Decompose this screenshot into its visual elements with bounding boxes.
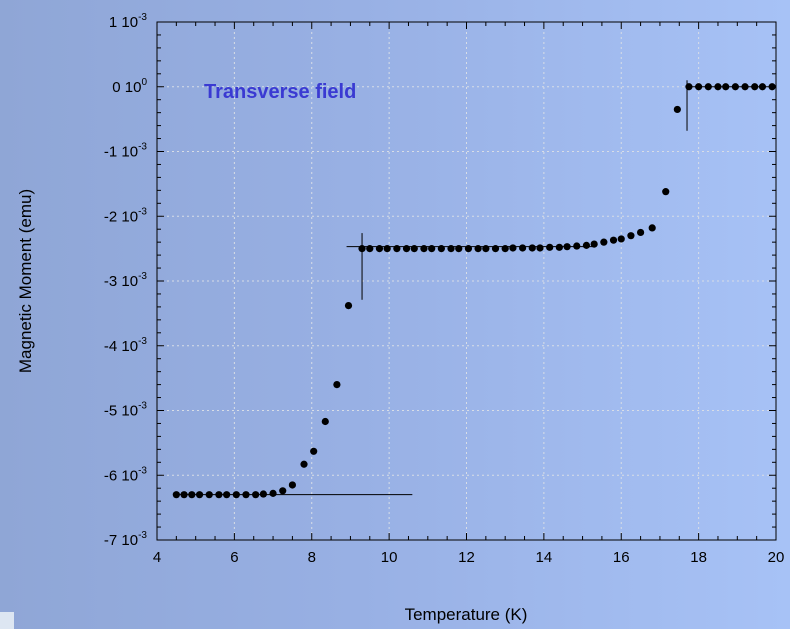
- data-point: [310, 447, 318, 455]
- data-point: [482, 245, 490, 253]
- y-tick-label: -7 10-3: [104, 530, 148, 549]
- data-point: [528, 244, 536, 252]
- data-point: [609, 236, 618, 244]
- reference-lines: [176, 80, 776, 496]
- data-point: [375, 245, 384, 253]
- data-point: [366, 245, 374, 253]
- data-point: [383, 245, 391, 253]
- annotation-transverse-field: Transverse field: [204, 81, 356, 103]
- data-point: [590, 240, 598, 248]
- data-point: [344, 302, 353, 310]
- data-point: [393, 245, 401, 253]
- x-tick-label: 8: [308, 549, 316, 566]
- data-point: [474, 245, 482, 253]
- data-point: [321, 417, 329, 426]
- data-point: [768, 83, 776, 91]
- data-point: [410, 245, 418, 253]
- data-point: [300, 460, 308, 468]
- data-point: [704, 83, 712, 91]
- y-tick-label: -4 10-3: [104, 336, 148, 355]
- data-point: [288, 481, 297, 489]
- data-point: [252, 491, 260, 499]
- data-point: [437, 245, 445, 253]
- data-points: [172, 83, 776, 499]
- data-point: [731, 83, 739, 91]
- data-point: [751, 83, 759, 91]
- data-point: [259, 490, 267, 498]
- data-point: [195, 491, 204, 499]
- y-tick-labels: 1 10-3 0 100 -1 10-3 -2 10-3 -3 10-3 -4 10-3 -…: [104, 12, 148, 549]
- data-point: [573, 242, 581, 250]
- data-point: [215, 491, 223, 499]
- data-point: [685, 83, 693, 91]
- x-tick-label: 20: [768, 549, 785, 566]
- data-point: [582, 241, 591, 249]
- x-tick-label: 12: [458, 549, 475, 566]
- x-tick-labels: 4 6 8 10 12 14 16 18 20: [153, 549, 785, 566]
- axis-ticks: [156, 21, 777, 541]
- data-point: [518, 244, 527, 252]
- data-point: [205, 491, 213, 499]
- data-point: [509, 244, 517, 252]
- data-point: [536, 244, 544, 252]
- y-tick-label: -1 10-3: [104, 142, 148, 161]
- data-point: [455, 245, 463, 253]
- data-point: [600, 238, 608, 246]
- x-tick-label: 6: [230, 549, 238, 566]
- y-tick-label: -2 10-3: [104, 206, 148, 225]
- data-point: [673, 105, 681, 114]
- y-tick-label: -5 10-3: [104, 401, 148, 420]
- data-point: [501, 245, 509, 253]
- data-point: [464, 245, 473, 253]
- data-point: [269, 489, 277, 497]
- data-point: [714, 83, 722, 91]
- data-point: [741, 83, 749, 91]
- data-point: [648, 224, 656, 232]
- y-tick-label: -6 10-3: [104, 465, 148, 484]
- x-tick-label: 18: [690, 549, 707, 566]
- data-point: [447, 245, 455, 253]
- data-point: [232, 491, 240, 499]
- data-point: [627, 232, 635, 240]
- data-point: [242, 491, 250, 499]
- data-point: [636, 228, 645, 237]
- y-tick-label: 1 10-3: [109, 12, 148, 31]
- y-tick-label: 0 100: [112, 77, 147, 96]
- data-point: [758, 83, 767, 91]
- data-point: [402, 245, 411, 253]
- data-point: [358, 245, 366, 253]
- data-point: [223, 491, 231, 499]
- data-point: [420, 245, 428, 253]
- data-point: [428, 245, 436, 253]
- data-point: [555, 243, 563, 251]
- x-tick-label: 4: [153, 549, 161, 566]
- x-tick-label: 10: [381, 549, 398, 566]
- data-point: [695, 83, 703, 91]
- data-point: [333, 381, 341, 389]
- data-point: [180, 491, 188, 499]
- data-point: [722, 83, 730, 91]
- y-axis-title: Magnetic Moment (emu): [16, 189, 35, 373]
- data-point: [563, 243, 571, 251]
- x-tick-label: 16: [613, 549, 630, 566]
- data-point: [188, 491, 196, 499]
- data-point: [662, 188, 670, 196]
- data-point: [172, 491, 180, 499]
- x-axis-title: Temperature (K): [405, 605, 528, 624]
- data-point: [491, 245, 500, 253]
- data-point: [617, 235, 625, 243]
- y-tick-label: -3 10-3: [104, 271, 148, 290]
- data-point: [279, 487, 287, 495]
- corner-box: [0, 612, 14, 629]
- x-tick-label: 14: [536, 549, 553, 566]
- data-point: [546, 243, 554, 251]
